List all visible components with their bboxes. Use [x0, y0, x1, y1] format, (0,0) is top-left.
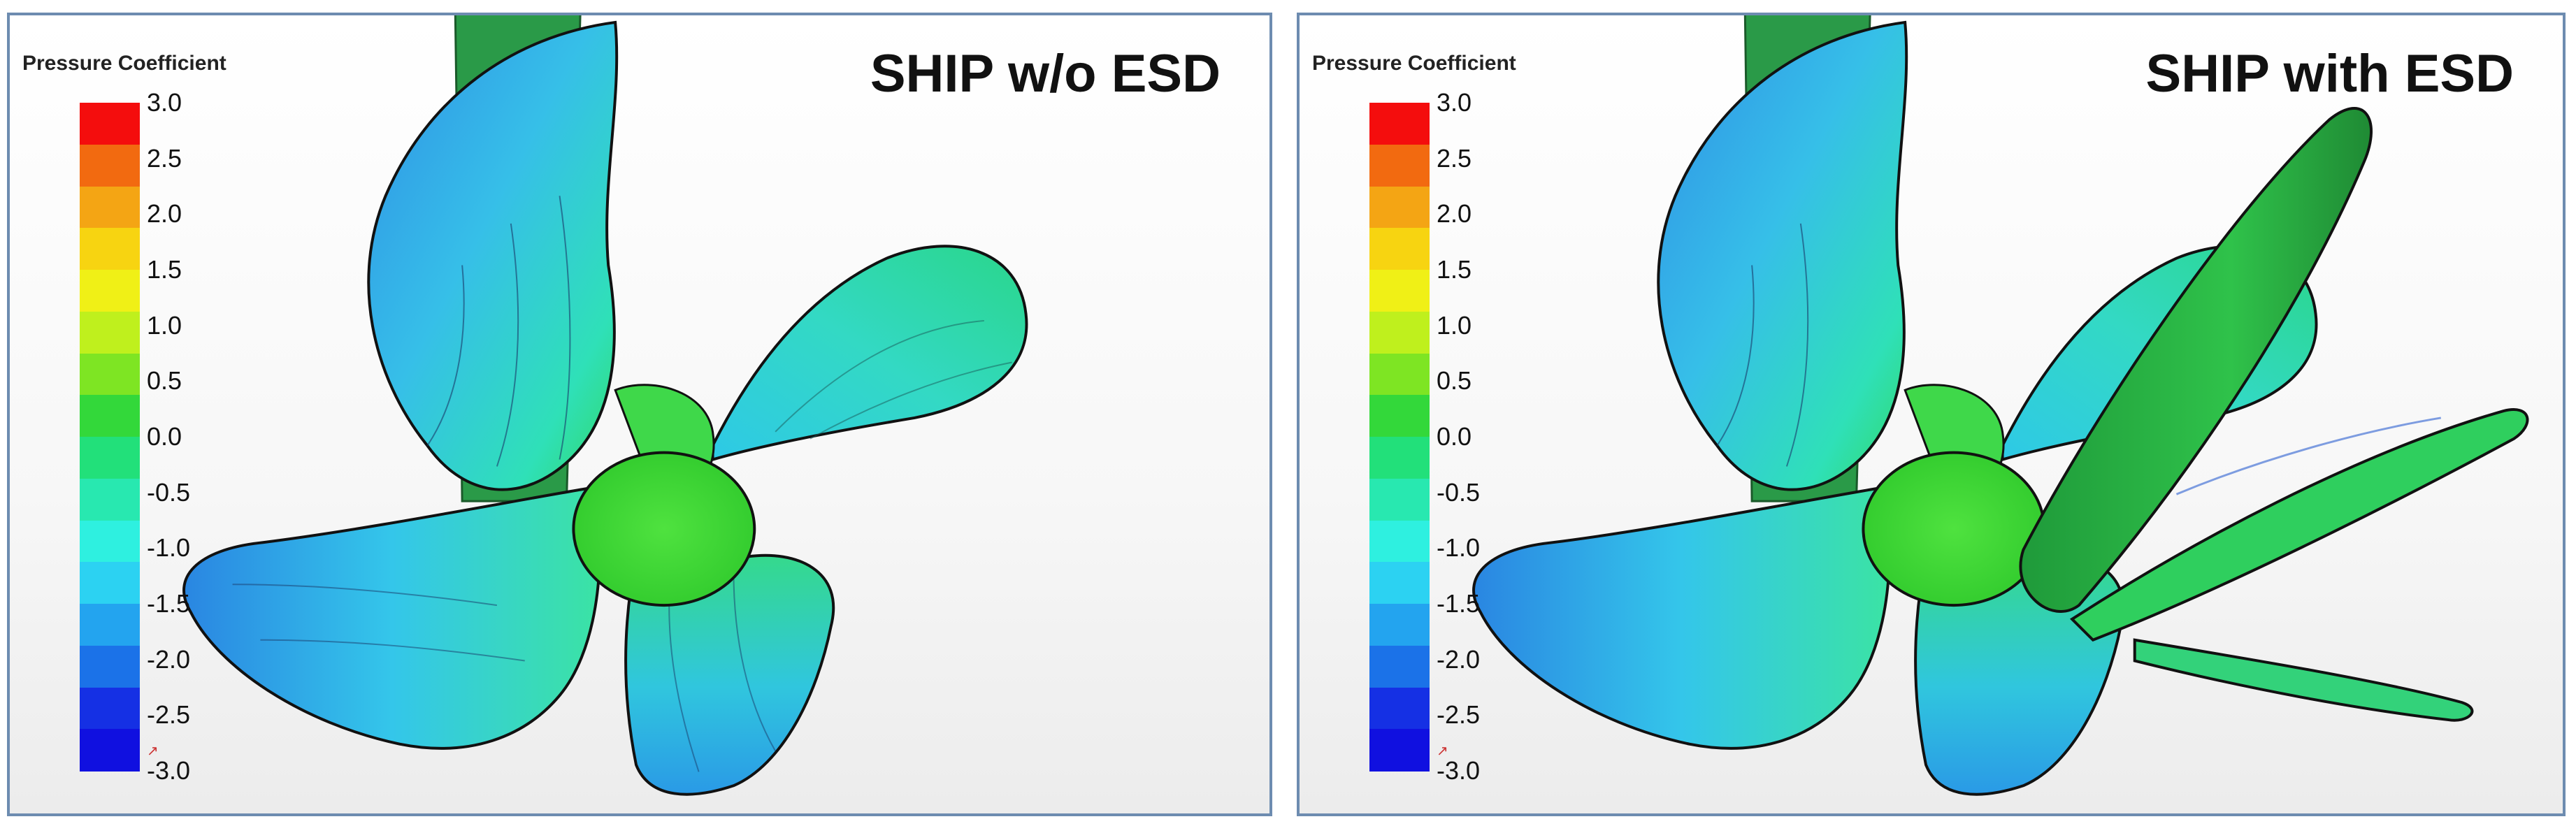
colorbar-segment [1369, 311, 1430, 354]
colorbar-segment [80, 353, 140, 396]
propeller-render-with-esd [1472, 15, 2529, 796]
propeller-render-without-esd [182, 15, 1028, 796]
colorbar-tick-label: -2.5 [147, 700, 191, 730]
colorbar-tick-label: 0.5 [1437, 366, 1472, 396]
colorbar-tick-label: -3.0 [1437, 756, 1481, 785]
colorbar-tick-label: 2.5 [1437, 143, 1472, 173]
colorbar-segment [1369, 645, 1430, 688]
colorbar-tick-label: -2.0 [1437, 644, 1481, 674]
colorbar-segment [80, 228, 140, 270]
colorbar-tick-label: -2.5 [1437, 700, 1481, 730]
axis-triad-icon: ↗ [147, 744, 159, 759]
colorbar-tick-label: -3.0 [147, 756, 191, 785]
colorbar-tick-label: 3.0 [1437, 88, 1472, 117]
panel-with-esd: Pressure Coefficient SHIP with ESD ↗ 3.0… [1297, 13, 2566, 816]
colorbar-segment [80, 144, 140, 187]
colorbar-segment [80, 186, 140, 229]
colorbar-segment [80, 103, 140, 145]
colorbar-tick-label: 0.0 [1437, 422, 1472, 451]
colorbar-tick-label: 0.5 [147, 366, 182, 396]
panel-title: SHIP with ESD [2145, 44, 2514, 103]
colorbar-segment [1369, 604, 1430, 646]
colorbar-segment [1369, 270, 1430, 312]
panel-title: SHIP w/o ESD [870, 44, 1221, 103]
colorbar-tick-label: 2.5 [147, 143, 182, 173]
axis-triad-icon: ↗ [1437, 744, 1448, 759]
colorbar-tick-label: 0.0 [147, 422, 182, 451]
colorbar-tick-label: 1.5 [147, 255, 182, 284]
panel-without-esd: Pressure Coefficient SHIP w/o ESD ↗ 3.0 2… [7, 13, 1272, 816]
colorbar-segment [1369, 687, 1430, 730]
colorbar-tick-label: -1.5 [147, 589, 191, 618]
colorbar-tick-label: -2.0 [147, 644, 191, 674]
legend-title: Pressure Coefficient [1312, 52, 1516, 75]
colorbar-tick-label: -1.0 [147, 533, 191, 563]
colorbar-segment [1369, 520, 1430, 563]
colorbar-tick-label: -1.0 [1437, 533, 1481, 563]
colorbar-segment [80, 562, 140, 604]
colorbar-segment [1369, 353, 1430, 396]
colorbar-segment [80, 311, 140, 354]
colorbar-segment [80, 729, 140, 772]
legend-title: Pressure Coefficient [22, 52, 226, 75]
colorbar-segment [80, 395, 140, 437]
colorbar-segment [80, 687, 140, 730]
colorbar-segment [1369, 228, 1430, 270]
colorbar-segment [80, 604, 140, 646]
colorbar-segment [80, 520, 140, 563]
colorbar-tick-label: -1.5 [1437, 589, 1481, 618]
colorbar-segment [1369, 729, 1430, 772]
colorbar-segment [1369, 395, 1430, 437]
colorbar-tick-label: -0.5 [147, 477, 191, 507]
colorbar-tick-label: 1.0 [147, 310, 182, 340]
colorbar-segment [80, 478, 140, 521]
pressure-colorbar [1369, 103, 1430, 772]
colorbar-segment [80, 437, 140, 479]
colorbar-tick-label: 2.0 [1437, 199, 1472, 229]
colorbar-segment [80, 645, 140, 688]
colorbar-tick-label: -0.5 [1437, 477, 1481, 507]
colorbar-tick-label: 1.0 [1437, 310, 1472, 340]
colorbar-segment [1369, 478, 1430, 521]
pressure-colorbar [80, 103, 140, 772]
colorbar-segment [1369, 562, 1430, 604]
colorbar-tick-label: 1.5 [1437, 255, 1472, 284]
colorbar-segment [1369, 186, 1430, 229]
colorbar-segment [1369, 437, 1430, 479]
colorbar-tick-label: 2.0 [147, 199, 182, 229]
colorbar-tick-label: 3.0 [147, 88, 182, 117]
colorbar-segment [1369, 103, 1430, 145]
colorbar-segment [1369, 144, 1430, 187]
colorbar-segment [80, 270, 140, 312]
